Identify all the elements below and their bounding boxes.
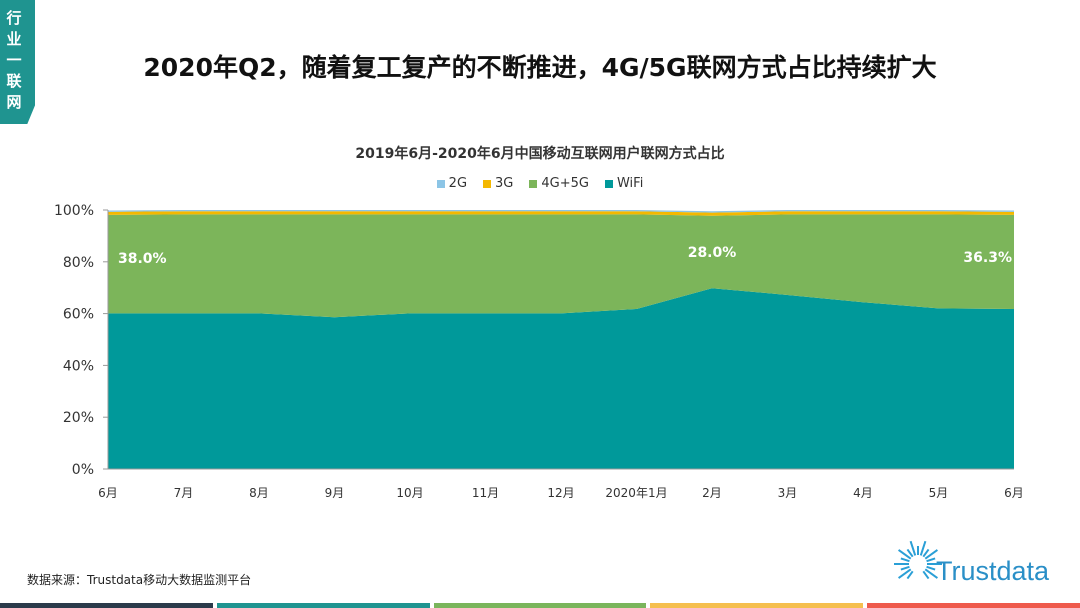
logo-ray [900, 557, 910, 563]
chart-legend: 2G 3G 4G+5G WiFi [0, 176, 1080, 191]
legend-label: WiFi [616, 176, 644, 191]
footer-color-segment [867, 603, 1080, 608]
legend-swatch [529, 179, 538, 188]
x-tick-label: 2月 [702, 486, 722, 500]
logo-ray [926, 557, 936, 563]
x-tick-label: 10月 [396, 486, 423, 500]
y-tick-label: 0% [72, 462, 94, 478]
x-tick-label: 9月 [325, 486, 345, 500]
footer-color-bar [0, 603, 1080, 608]
y-tick-label: 100% [54, 203, 94, 219]
logo-ray [897, 549, 912, 560]
section-tab: 行业一联网 [0, 0, 35, 124]
legend-label: 3G [495, 176, 514, 191]
trustdata-logo-icon [894, 540, 942, 580]
logo-ray [922, 570, 930, 580]
chart-title: 2019年6月-2020年6月中国移动互联网用户联网方式占比 [355, 146, 725, 162]
logo-ray [897, 568, 912, 579]
logo-ray [924, 549, 939, 560]
logo-ray [926, 565, 936, 571]
legend-item: 3G [483, 176, 513, 191]
area-3g [108, 211, 1014, 216]
logo-ray [919, 540, 927, 556]
area-wifi [108, 288, 1014, 469]
legend-label: 4G+5G [541, 176, 589, 191]
footer-color-segment [0, 603, 213, 608]
section-tab-label: 行业一联网 [6, 9, 22, 111]
data-label: 28.0% [688, 245, 737, 261]
x-tick-label: 4月 [853, 486, 873, 500]
footer-color-segment [216, 603, 430, 608]
area-2g [108, 210, 1014, 213]
logo-text: Trustdata [936, 556, 1050, 586]
x-tick-label: 6月 [98, 486, 118, 500]
data-label: 38.0% [118, 251, 167, 267]
footer-color-segment [650, 603, 864, 608]
legend-swatch [436, 179, 445, 188]
x-tick-label: 6月 [1004, 486, 1024, 500]
page-title: 2020年Q2，随着复工复产的不断推进，4G/5G联网方式占比持续扩大 [143, 53, 937, 82]
y-tick-label: 20% [63, 410, 94, 426]
x-tick-label: 8月 [249, 486, 269, 500]
area-4g5g [108, 214, 1014, 318]
logo-ray [922, 548, 930, 558]
logo-ray [924, 568, 939, 579]
x-tick-label: 12月 [547, 486, 574, 500]
data-label: 36.3% [963, 250, 1012, 266]
legend-item: WiFi [604, 176, 644, 191]
x-tick-label: 11月 [472, 486, 499, 500]
x-tick-label: 3月 [778, 486, 798, 500]
legend-item: 4G+5G [529, 176, 589, 191]
y-tick-label: 40% [63, 358, 94, 374]
footer-color-segment [433, 603, 647, 608]
legend-swatch [483, 179, 492, 188]
area-chart: 0% 20% 40% 60% 80% 100% 6月 7月 8月 9月 10月 11月 12月 2020年… [54, 203, 1024, 500]
y-tick-label: 80% [63, 255, 94, 271]
legend-label: 2G [448, 176, 468, 191]
legend-swatch [604, 179, 613, 188]
y-tick-label: 60% [63, 307, 94, 323]
x-tick-label: 7月 [174, 486, 194, 500]
logo-ray [900, 565, 910, 571]
legend-item: 2G [436, 176, 468, 191]
x-tick-label: 5月 [929, 486, 949, 500]
data-source: 数据来源：Trustdata移动大数据监测平台 [27, 573, 252, 587]
logo-ray [906, 570, 914, 580]
logo-ray [906, 548, 914, 558]
logo-ray [909, 540, 917, 556]
x-tick-label: 2020年1月 [605, 486, 667, 500]
